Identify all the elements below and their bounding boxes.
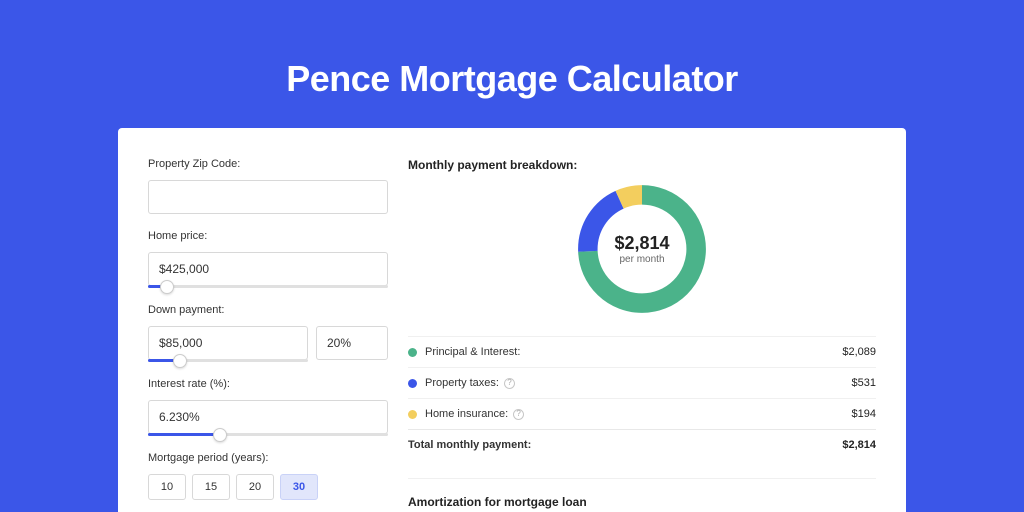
legend-dot: [408, 348, 417, 357]
amortization-title: Amortization for mortgage loan: [408, 495, 876, 509]
interest-rate-label: Interest rate (%):: [148, 378, 388, 390]
interest-rate-field: Interest rate (%):: [148, 378, 388, 436]
home-price-slider[interactable]: [148, 285, 388, 288]
home-price-label: Home price:: [148, 230, 388, 242]
info-icon[interactable]: ?: [504, 378, 515, 389]
breakdown-legend: Principal & Interest:$2,089Property taxe…: [408, 336, 876, 429]
legend-row-2: Home insurance:?$194: [408, 398, 876, 429]
total-label: Total monthly payment:: [408, 439, 842, 451]
form-panel: Property Zip Code: Home price: Down paym…: [148, 158, 388, 512]
zip-field: Property Zip Code:: [148, 158, 388, 214]
legend-dot: [408, 379, 417, 388]
mortgage-period-options: 10152030: [148, 474, 388, 500]
down-payment-percent-input[interactable]: [316, 326, 388, 360]
legend-value: $2,089: [842, 346, 876, 358]
legend-value: $531: [852, 377, 876, 389]
donut-center: $2,814 per month: [577, 184, 707, 314]
legend-row-0: Principal & Interest:$2,089: [408, 336, 876, 367]
period-option-10[interactable]: 10: [148, 474, 186, 500]
period-option-30[interactable]: 30: [280, 474, 318, 500]
home-price-slider-thumb[interactable]: [160, 280, 174, 294]
period-option-15[interactable]: 15: [192, 474, 230, 500]
down-payment-slider[interactable]: [148, 359, 308, 362]
total-value: $2,814: [842, 439, 876, 451]
donut-sub: per month: [619, 254, 664, 265]
mortgage-period-field: Mortgage period (years): 10152030: [148, 452, 388, 500]
info-icon[interactable]: ?: [513, 409, 524, 420]
breakdown-title: Monthly payment breakdown:: [408, 158, 876, 172]
down-payment-field: Down payment:: [148, 304, 388, 362]
donut-chart: $2,814 per month: [577, 184, 707, 314]
interest-rate-slider-thumb[interactable]: [213, 428, 227, 442]
zip-input[interactable]: [148, 180, 388, 214]
legend-dot: [408, 410, 417, 419]
breakdown-panel: Monthly payment breakdown: $2,814 per mo…: [408, 158, 876, 512]
legend-row-1: Property taxes:?$531: [408, 367, 876, 398]
total-row: Total monthly payment: $2,814: [408, 429, 876, 460]
interest-rate-input[interactable]: [148, 400, 388, 434]
down-payment-amount-input[interactable]: [148, 326, 308, 360]
legend-value: $194: [852, 408, 876, 420]
home-price-field: Home price:: [148, 230, 388, 288]
page-title: Pence Mortgage Calculator: [0, 0, 1024, 128]
period-option-20[interactable]: 20: [236, 474, 274, 500]
mortgage-period-label: Mortgage period (years):: [148, 452, 388, 464]
home-price-input[interactable]: [148, 252, 388, 286]
zip-label: Property Zip Code:: [148, 158, 388, 170]
legend-label: Home insurance:?: [425, 408, 852, 420]
amortization-section: Amortization for mortgage loan Amortizat…: [408, 478, 876, 512]
donut-chart-wrap: $2,814 per month: [408, 184, 876, 314]
legend-label: Property taxes:?: [425, 377, 852, 389]
donut-amount: $2,814: [614, 233, 669, 254]
down-payment-label: Down payment:: [148, 304, 388, 316]
interest-rate-slider-fill: [148, 433, 220, 436]
down-payment-slider-thumb[interactable]: [173, 354, 187, 368]
calculator-card: Property Zip Code: Home price: Down paym…: [118, 128, 906, 512]
interest-rate-slider[interactable]: [148, 433, 388, 436]
legend-label: Principal & Interest:: [425, 346, 842, 358]
